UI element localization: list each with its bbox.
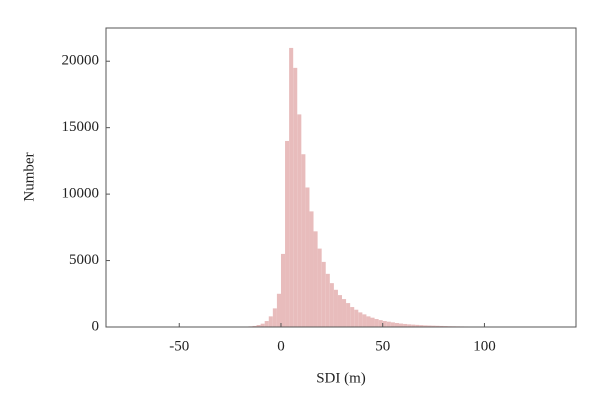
- bar: [415, 324, 420, 327]
- x-axis-label: SDI (m): [316, 370, 366, 386]
- bar: [394, 323, 399, 327]
- bar: [346, 303, 351, 327]
- y-tick-label: 0: [92, 318, 100, 334]
- y-tick-label: 20000: [62, 53, 100, 69]
- bar: [329, 283, 334, 327]
- bar: [309, 211, 314, 327]
- bar: [439, 325, 444, 327]
- bar: [285, 140, 290, 327]
- bar: [370, 317, 375, 327]
- bar: [342, 299, 347, 327]
- bar: [333, 289, 338, 327]
- y-tick-label: 10000: [62, 186, 100, 202]
- bar: [403, 323, 408, 327]
- bar: [264, 321, 269, 327]
- bar: [382, 321, 387, 327]
- bar: [362, 314, 367, 327]
- y-tick-label: 15000: [62, 119, 100, 135]
- bar: [411, 324, 416, 327]
- bar: [301, 154, 306, 327]
- bar: [289, 47, 294, 327]
- bar: [276, 293, 281, 327]
- bar: [423, 325, 428, 327]
- bar: [272, 308, 277, 327]
- bar: [260, 323, 265, 327]
- y-axis-label: Number: [21, 152, 37, 201]
- bar: [431, 325, 436, 327]
- x-tick-label: 50: [375, 338, 390, 354]
- bar: [321, 261, 326, 327]
- bar: [390, 322, 395, 327]
- bar: [427, 325, 432, 327]
- bar: [305, 187, 310, 327]
- bar: [293, 67, 298, 327]
- bar: [313, 231, 318, 327]
- bar: [354, 309, 359, 327]
- bar: [435, 325, 440, 327]
- bar: [358, 312, 363, 327]
- plot-frame: [105, 27, 577, 328]
- bar: [398, 323, 404, 327]
- bar: [252, 325, 257, 327]
- x-tick-label: -50: [169, 338, 189, 354]
- bar: [280, 253, 286, 327]
- bar: [366, 316, 371, 327]
- bar: [268, 316, 273, 327]
- y-tick-label: 5000: [69, 252, 99, 268]
- bar: [337, 295, 343, 327]
- bar: [374, 319, 379, 327]
- bar: [350, 307, 355, 327]
- bar: [297, 114, 302, 327]
- bar: [407, 324, 412, 327]
- bar: [256, 325, 261, 327]
- bar: [419, 325, 424, 327]
- bar: [317, 248, 322, 327]
- bar: [386, 321, 391, 327]
- x-tick-label: 0: [277, 338, 285, 354]
- bar: [378, 320, 383, 327]
- bar: [325, 273, 330, 327]
- x-tick-label: 100: [473, 338, 496, 354]
